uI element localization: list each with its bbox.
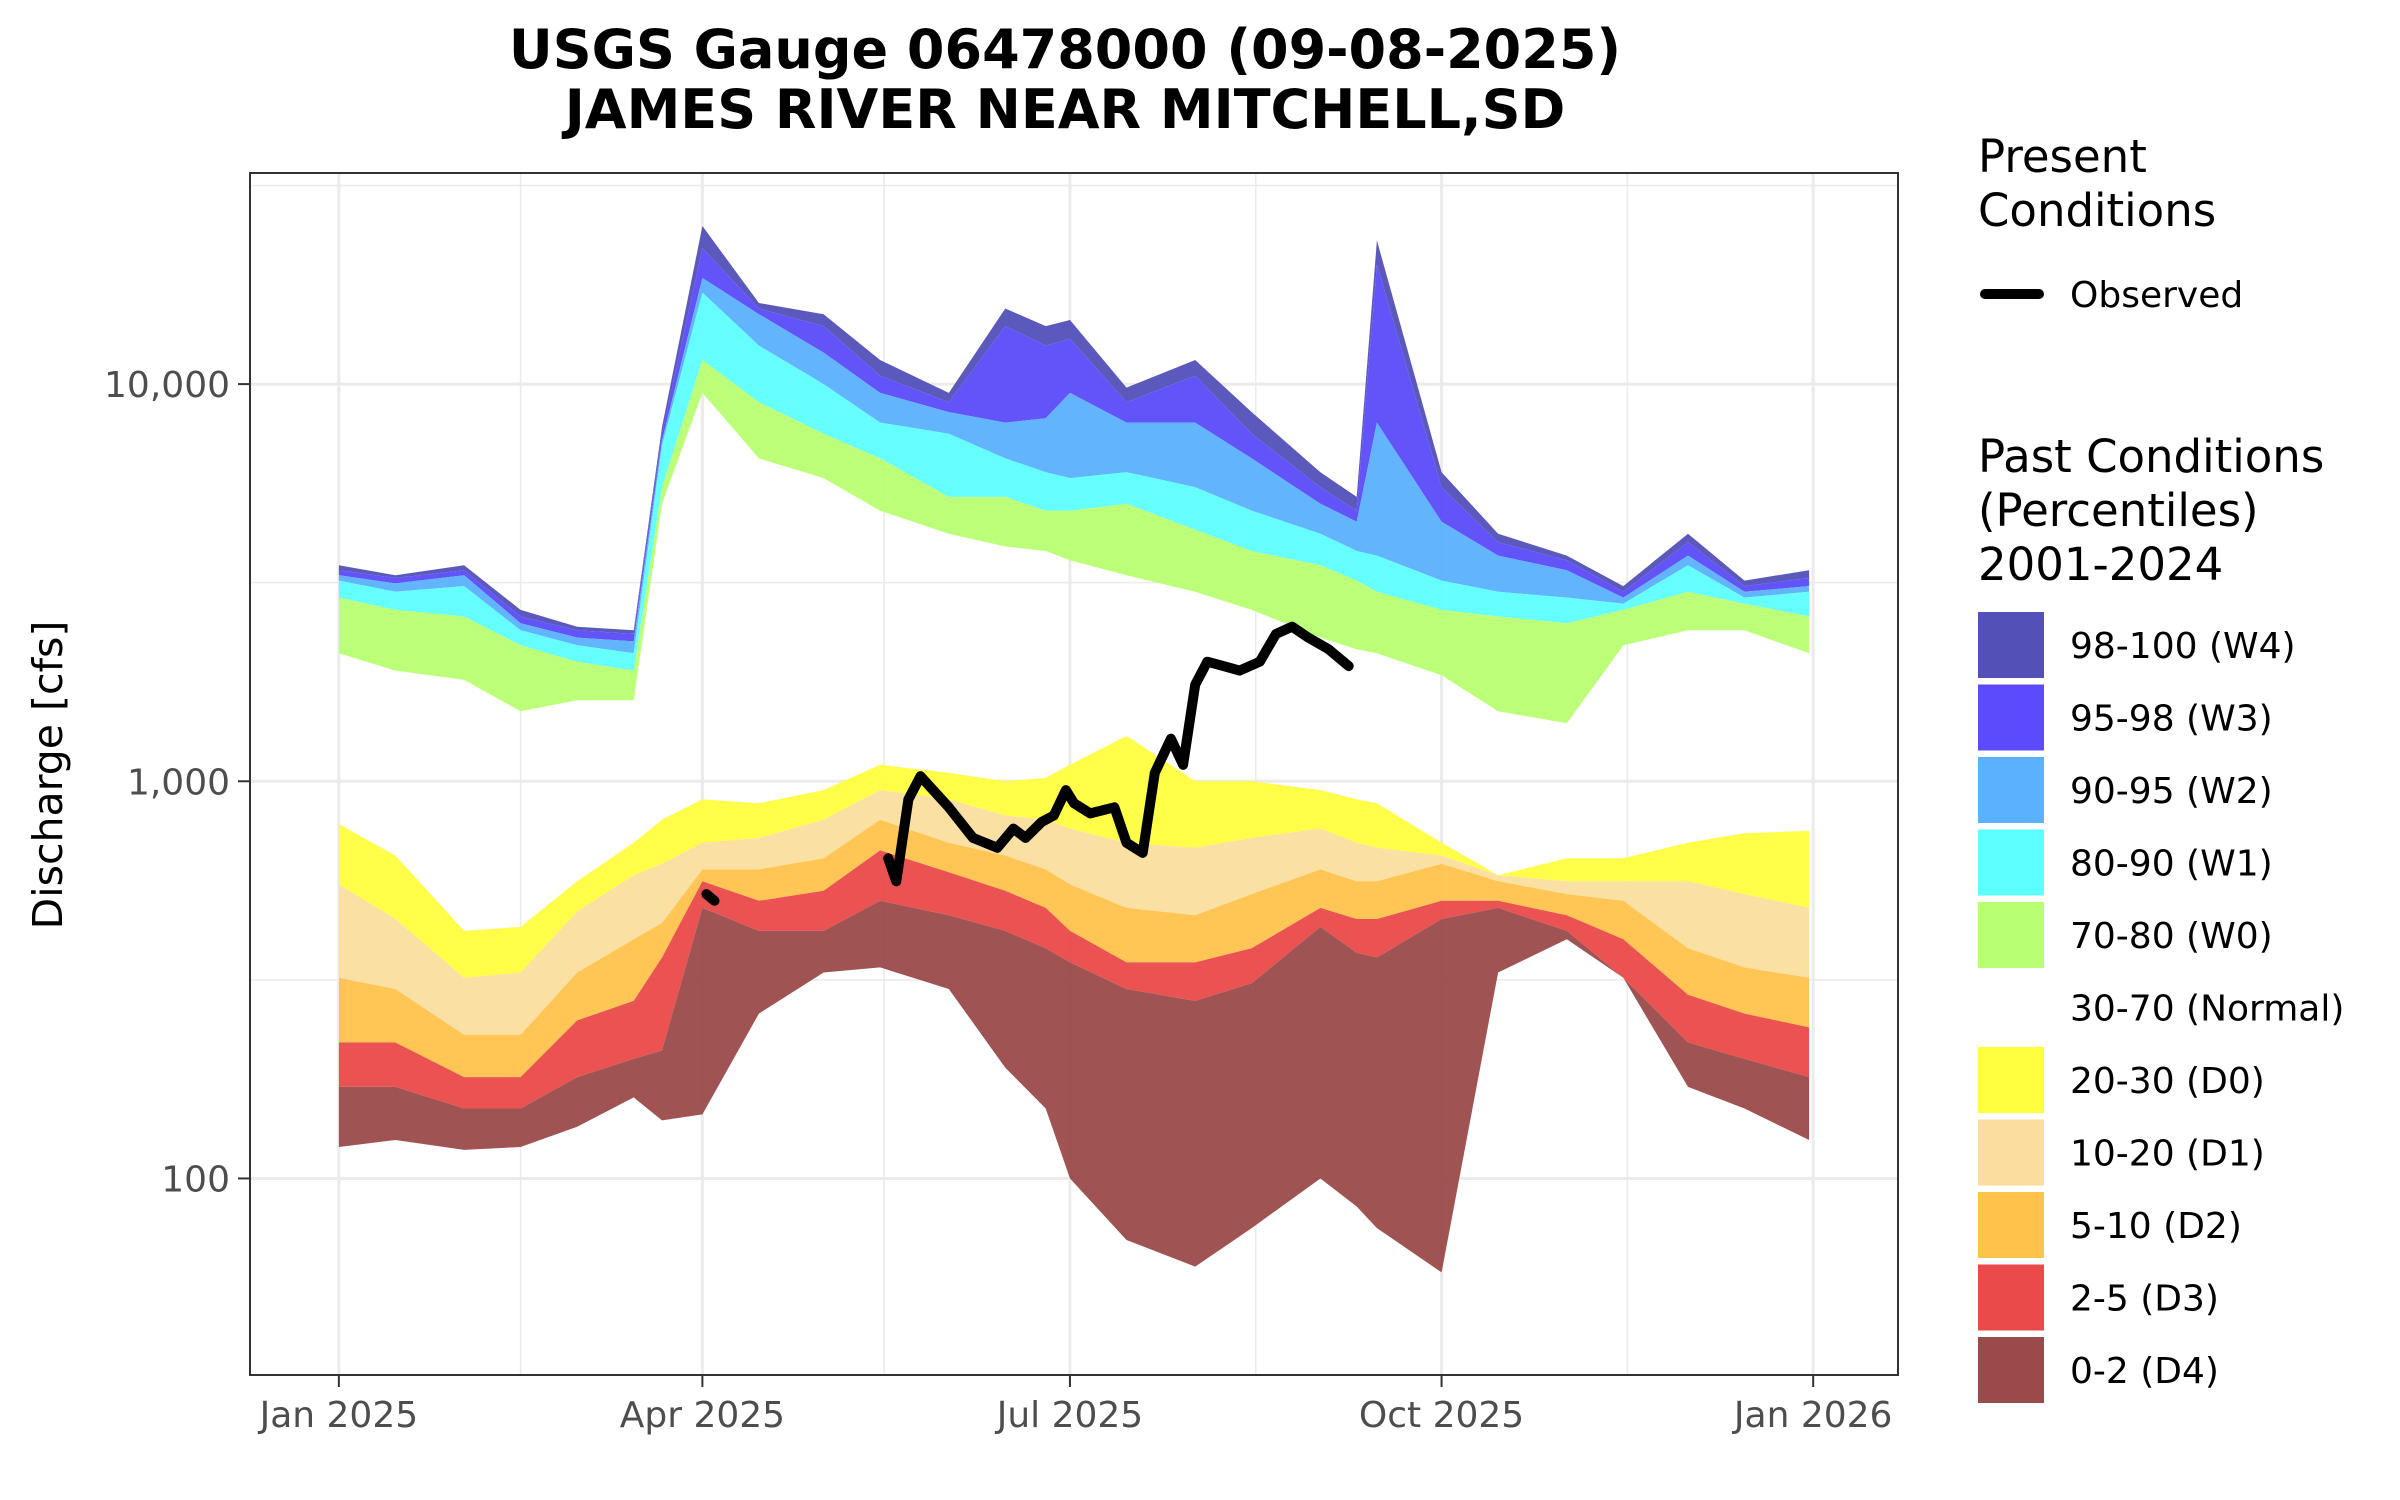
y-axis: 100 1,000 10,000 bbox=[104, 365, 250, 1200]
band-w1 bbox=[338, 292, 1810, 671]
observed-series bbox=[701, 621, 1354, 906]
band-d4 bbox=[338, 900, 1810, 1273]
band-d1 bbox=[338, 790, 1810, 1035]
y-tick-label: 1,000 bbox=[127, 762, 230, 803]
x-tick-label: Jan 2026 bbox=[1732, 1395, 1893, 1436]
legend-past-title-line-2: (Percentiles) bbox=[1978, 484, 2259, 537]
legend-swatch-w4 bbox=[1978, 612, 2044, 678]
legend-items: 98-100 (W4) 95-98 (W3) 90-95 (W2) 80-90 (W1… bbox=[1978, 612, 2344, 1403]
legend-label-d2: 5-10 (D2) bbox=[2070, 1206, 2242, 1247]
x-tick-label: Apr 2025 bbox=[620, 1395, 785, 1436]
legend-observed-label: Observed bbox=[2070, 275, 2243, 316]
legend-swatch-d3 bbox=[1978, 1264, 2044, 1331]
x-tick-label: Jan 2025 bbox=[258, 1395, 419, 1436]
x-tick-label: Jul 2025 bbox=[995, 1395, 1144, 1436]
band-w0 bbox=[338, 360, 1810, 724]
legend-swatch-w2 bbox=[1978, 757, 2044, 823]
percentile-bands bbox=[338, 226, 1810, 1273]
legend-swatch-d0 bbox=[1978, 1047, 2044, 1113]
band-d0 bbox=[338, 736, 1810, 978]
legend-swatch-w1 bbox=[1978, 829, 2044, 896]
band-w2 bbox=[338, 278, 1810, 654]
legend-past-title-line-1: Past Conditions bbox=[1978, 430, 2324, 483]
legend: Present Conditions Observed Past Conditi… bbox=[1978, 130, 2344, 1403]
legend-present-title-line-1: Present bbox=[1978, 130, 2147, 183]
legend-label-w3: 95-98 (W3) bbox=[2070, 699, 2273, 740]
observed-line-segment-1 bbox=[701, 889, 720, 906]
y-axis-title: Discharge [cfs] bbox=[24, 621, 72, 930]
legend-past-title-line-3: 2001-2024 bbox=[1978, 538, 2223, 591]
panel-border bbox=[249, 172, 1899, 1376]
legend-swatch-d1 bbox=[1978, 1119, 2044, 1186]
chart-title-line-2: JAMES RIVER NEAR MITCHELL,SD bbox=[561, 78, 1566, 141]
y-tick-label: 10,000 bbox=[104, 365, 230, 406]
legend-label-w2: 90-95 (W2) bbox=[2070, 771, 2273, 812]
legend-label-d1: 10-20 (D1) bbox=[2070, 1134, 2265, 1175]
legend-swatch-d2 bbox=[1978, 1192, 2044, 1258]
legend-label-n: 30-70 (Normal) bbox=[2070, 989, 2344, 1030]
legend-label-w4: 98-100 (W4) bbox=[2070, 626, 2296, 667]
band-d2 bbox=[338, 819, 1810, 1078]
x-tick-label: Oct 2025 bbox=[1359, 1395, 1524, 1436]
legend-swatch-w0 bbox=[1978, 902, 2044, 968]
legend-swatch-d4 bbox=[1978, 1337, 2044, 1403]
y-tick-label: 100 bbox=[161, 1159, 230, 1200]
observed-line-segment-2 bbox=[883, 621, 1354, 887]
legend-label-w1: 80-90 (W1) bbox=[2070, 844, 2273, 885]
legend-label-d4: 0-2 (D4) bbox=[2070, 1351, 2219, 1392]
legend-label-d0: 20-30 (D0) bbox=[2070, 1061, 2265, 1102]
x-axis: Jan 2025 Apr 2025 Jul 2025 Oct 2025 Jan 2026 bbox=[258, 1375, 1893, 1436]
legend-swatch-w3 bbox=[1978, 684, 2044, 751]
band-d3 bbox=[338, 850, 1810, 1109]
legend-label-d3: 2-5 (D3) bbox=[2070, 1279, 2219, 1320]
chart-title-line-1: USGS Gauge 06478000 (09-08-2025) bbox=[509, 18, 1621, 81]
legend-present-title-line-2: Conditions bbox=[1978, 184, 2216, 237]
legend-label-w0: 70-80 (W0) bbox=[2070, 916, 2273, 957]
